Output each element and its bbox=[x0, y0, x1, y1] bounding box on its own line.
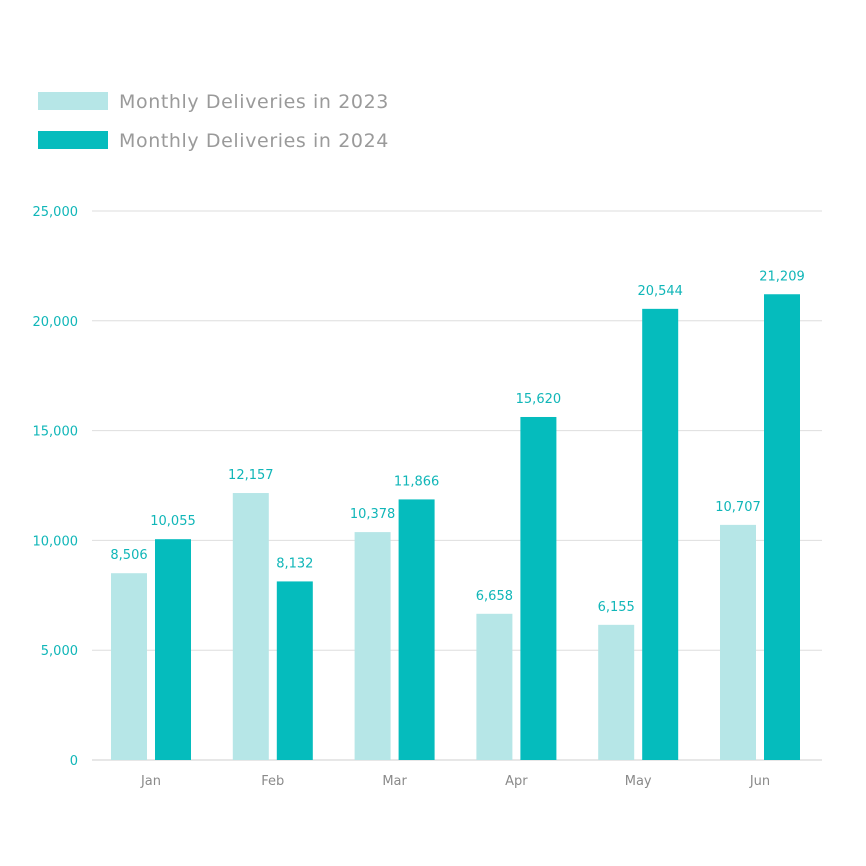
y-tick-label: 20,000 bbox=[33, 315, 79, 330]
chart-legend: Monthly Deliveries in 2023 Monthly Delive… bbox=[38, 91, 389, 152]
y-tick-label: 10,000 bbox=[33, 534, 79, 549]
gridlines bbox=[92, 210, 822, 761]
data-labels: 8,506 10,055 12,157 8,132 10,378 11,866 6,658 1… bbox=[110, 269, 804, 615]
legend-label-1: Monthly Deliveries in 2023 bbox=[119, 91, 389, 113]
data-label-apr-series-2: 15,620 bbox=[516, 392, 562, 407]
bar-apr-series-2 bbox=[520, 416, 557, 760]
y-tick-label: 0 bbox=[70, 754, 78, 769]
bars bbox=[111, 294, 800, 760]
bar-may-series-2 bbox=[642, 308, 679, 760]
bar-feb-series-2 bbox=[276, 581, 313, 760]
data-label-jun-series-1: 10,707 bbox=[715, 500, 761, 515]
y-tick-label: 15,000 bbox=[33, 425, 79, 440]
y-axis: 0 5,000 10,000 15,000 20,000 25,000 bbox=[33, 205, 79, 769]
legend-label-2: Monthly Deliveries in 2024 bbox=[119, 130, 389, 152]
bar-jan-series-2 bbox=[155, 539, 191, 760]
data-label-jan-series-1: 8,506 bbox=[110, 548, 147, 563]
bar-apr-series-1 bbox=[476, 613, 513, 760]
bar-mar-series-1 bbox=[354, 532, 391, 760]
legend-swatch-1 bbox=[38, 92, 108, 110]
x-tick-label-mar: Mar bbox=[382, 774, 407, 789]
x-tick-label-may: May bbox=[625, 774, 652, 789]
data-label-mar-series-2: 11,866 bbox=[394, 474, 440, 489]
data-label-mar-series-1: 10,378 bbox=[350, 507, 396, 522]
x-tick-label-feb: Feb bbox=[261, 774, 284, 789]
data-label-jun-series-2: 21,209 bbox=[759, 269, 805, 284]
x-axis: Jan Feb Mar Apr May Jun bbox=[140, 774, 770, 789]
legend-swatch-2 bbox=[38, 131, 108, 149]
data-label-feb-series-2: 8,132 bbox=[276, 556, 313, 571]
data-label-jan-series-2: 10,055 bbox=[150, 514, 196, 529]
bar-feb-series-1 bbox=[232, 493, 269, 760]
bar-may-series-1 bbox=[598, 624, 635, 760]
bar-jan-series-1 bbox=[111, 573, 147, 760]
bar-jun-series-1 bbox=[720, 524, 756, 760]
data-label-may-series-2: 20,544 bbox=[637, 284, 683, 299]
y-tick-label: 5,000 bbox=[41, 644, 78, 659]
data-label-apr-series-1: 6,658 bbox=[476, 589, 513, 604]
x-tick-label-apr: Apr bbox=[505, 774, 528, 789]
data-label-feb-series-1: 12,157 bbox=[228, 468, 274, 483]
bar-jun-series-2 bbox=[764, 294, 800, 760]
x-tick-label-jan: Jan bbox=[140, 774, 161, 789]
data-label-may-series-1: 6,155 bbox=[598, 600, 635, 615]
bar-mar-series-2 bbox=[398, 499, 435, 760]
y-tick-label: 25,000 bbox=[33, 205, 79, 220]
x-tick-label-jun: Jun bbox=[749, 774, 770, 789]
